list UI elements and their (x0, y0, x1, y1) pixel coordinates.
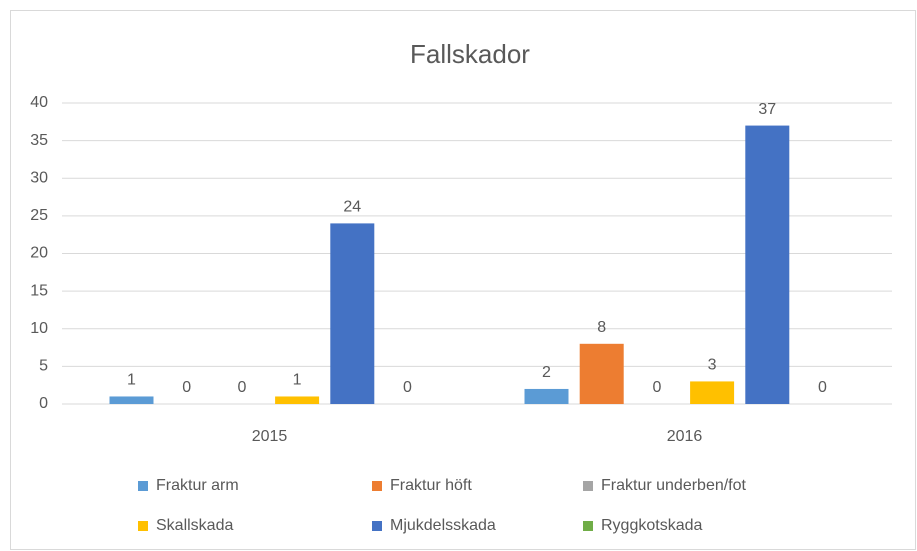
legend-label: Fraktur höft (390, 477, 472, 494)
bar (579, 343, 624, 404)
y-tick-label: 15 (30, 282, 48, 299)
legend-label: Fraktur underben/fot (601, 477, 747, 494)
data-label: 3 (708, 357, 717, 374)
y-tick-label: 40 (30, 94, 48, 111)
y-tick-label: 35 (30, 132, 48, 149)
data-label: 1 (127, 372, 136, 389)
legend-label: Fraktur arm (156, 477, 239, 494)
y-tick-label: 20 (30, 245, 48, 262)
x-tick-label: 2015 (252, 428, 288, 445)
legend-swatch (138, 521, 148, 531)
legend-label: Mjukdelsskada (390, 517, 496, 534)
chart-title: Fallskador (410, 39, 530, 69)
data-label: 0 (182, 379, 191, 396)
data-label: 0 (652, 379, 661, 396)
data-label: 37 (758, 101, 776, 118)
data-label: 8 (597, 319, 606, 336)
legend-label: Ryggkotskada (601, 517, 702, 534)
data-label: 0 (818, 379, 827, 396)
bar (109, 396, 154, 404)
legend-swatch (583, 521, 593, 531)
legend-swatch (138, 481, 148, 491)
bar (330, 223, 375, 404)
legend-swatch (372, 521, 382, 531)
y-tick-label: 5 (39, 358, 48, 375)
data-label: 0 (237, 379, 246, 396)
data-label: 24 (343, 199, 361, 216)
legend-swatch (583, 481, 593, 491)
bar (745, 125, 790, 404)
y-tick-label: 30 (30, 169, 48, 186)
data-label: 0 (403, 379, 412, 396)
bar (524, 388, 569, 404)
legend-swatch (372, 481, 382, 491)
legend-label: Skallskada (156, 517, 233, 534)
y-tick-label: 25 (30, 207, 48, 224)
data-label: 1 (293, 372, 302, 389)
data-label: 2 (542, 364, 551, 381)
bar (275, 396, 320, 404)
y-tick-label: 0 (39, 395, 48, 412)
x-tick-label: 2016 (667, 428, 703, 445)
bar (690, 381, 735, 404)
y-tick-label: 10 (30, 320, 48, 337)
